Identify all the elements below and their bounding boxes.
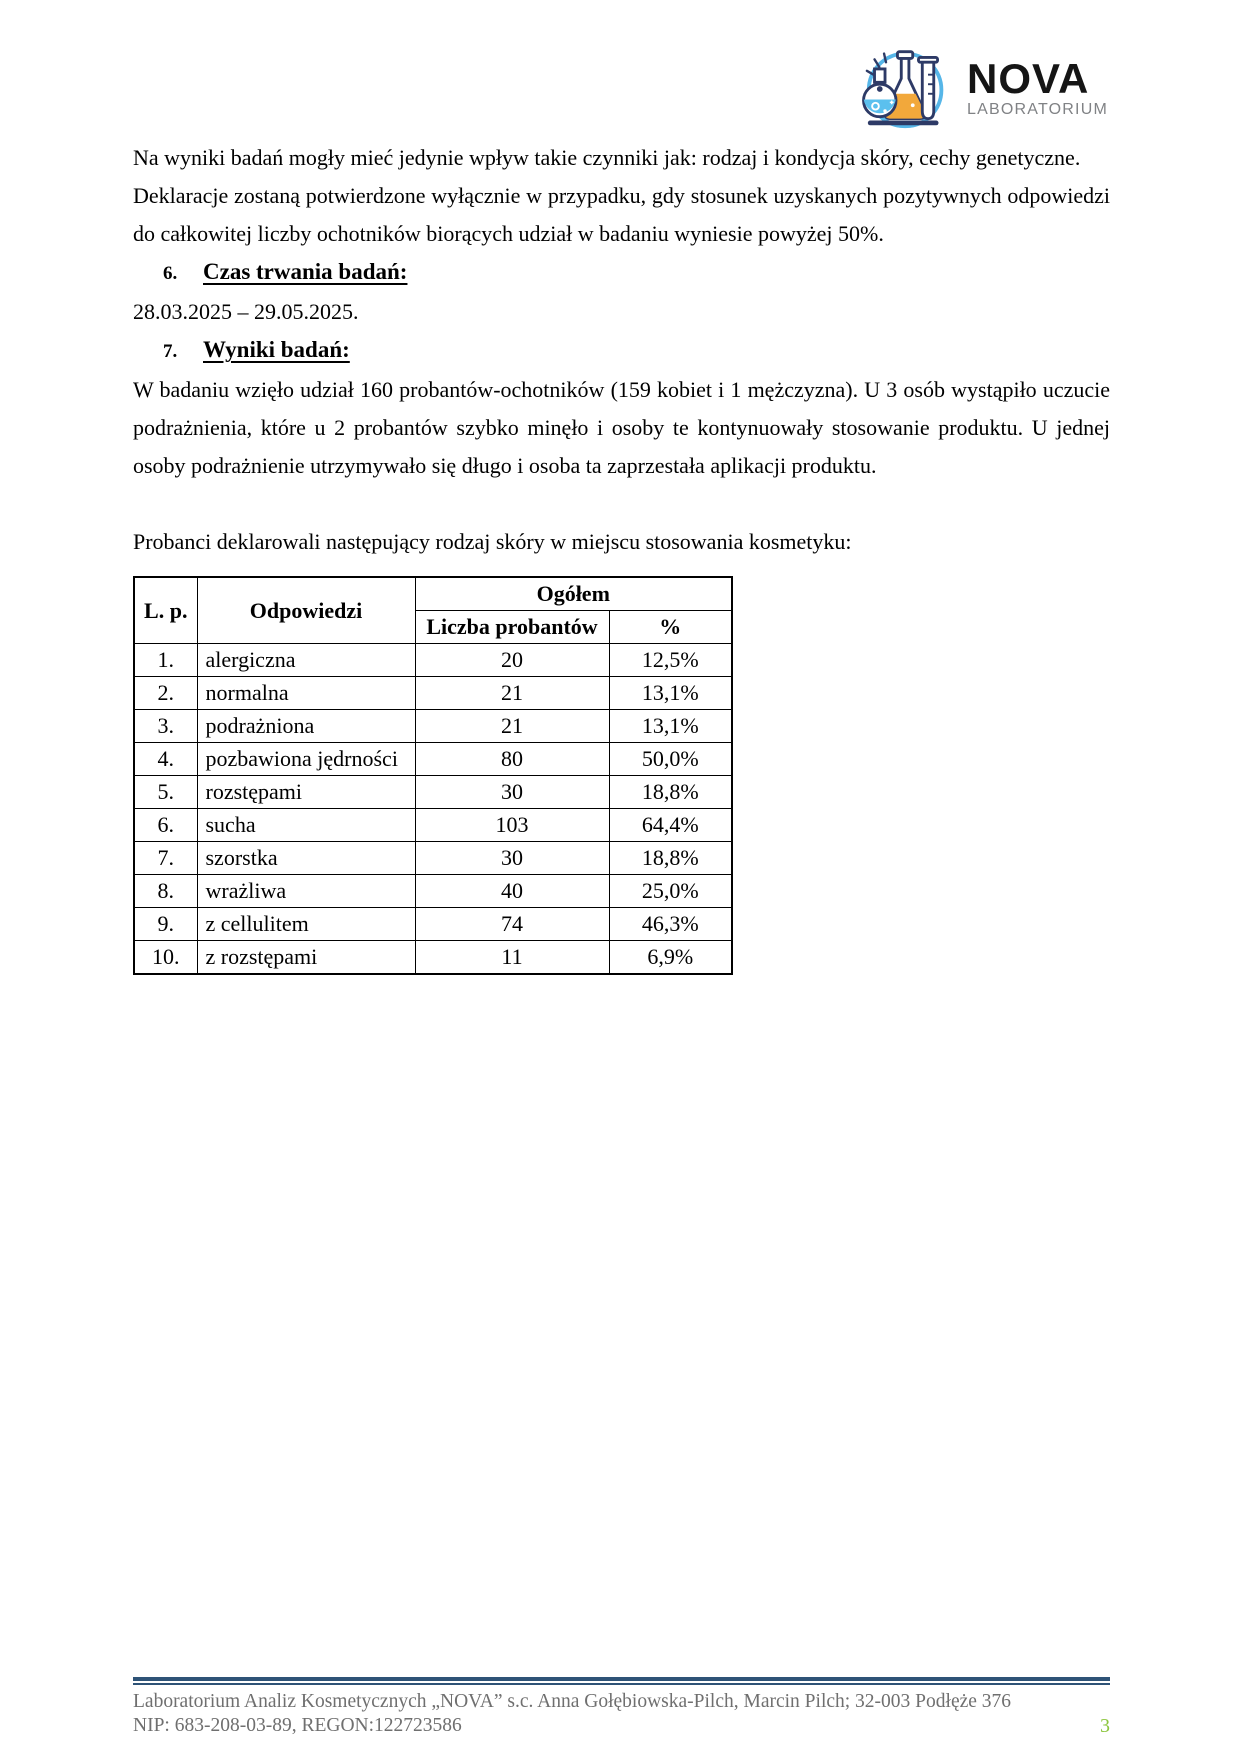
table-cell: 12,5% <box>608 643 733 677</box>
table-row: 10. z rozstępami 11 6,9% <box>133 940 733 975</box>
table-cell: 64,4% <box>608 808 733 842</box>
page-number: 3 <box>1100 1715 1110 1737</box>
paragraph-table-intro: Probanci deklarowali następujący rodzaj … <box>133 529 852 554</box>
table-cell: 20 <box>414 643 610 677</box>
table-cell: 103 <box>414 808 610 842</box>
skin-type-table-body: 1. alergiczna 20 12,5% 2. normalna 21 13,1% 3. po… <box>133 643 733 975</box>
document-content: Na wyniki badań mogły mieć jedynie wpływ… <box>133 139 1110 975</box>
paragraph-declarations: Deklaracje zostaną potwierdzone wyłączni… <box>133 183 1110 246</box>
table-cell: 3. <box>133 709 198 743</box>
skin-type-table: L. p. Odpowiedzi Ogółem Liczba probantów… <box>133 576 733 975</box>
section-title: Wyniki badań: <box>203 337 350 362</box>
logo-text: NOVA LABORATORIUM <box>967 55 1108 119</box>
table-header-percent: % <box>608 610 733 644</box>
table-cell: 21 <box>414 709 610 743</box>
table-cell: 5. <box>133 775 198 809</box>
table-cell: 10. <box>133 940 198 975</box>
table-cell: 6. <box>133 808 198 842</box>
section-title: Czas trwania badań: <box>203 259 408 284</box>
table-row: 5. rozstępami 30 18,8% <box>133 775 733 809</box>
table-header-liczba: Liczba probantów <box>414 610 610 644</box>
footer-line1: Laboratorium Analiz Kosmetycznych „NOVA”… <box>133 1691 1012 1712</box>
logo-name: NOVA <box>967 55 1090 102</box>
table-cell: wrażliwa <box>196 874 416 908</box>
table-cell: normalna <box>196 676 416 710</box>
section-number: 6. <box>163 263 178 284</box>
table-cell: 80 <box>414 742 610 776</box>
table-cell: z rozstępami <box>196 940 416 975</box>
table-row: 4. pozbawiona jędrności 80 50,0% <box>133 742 733 776</box>
table-cell: 40 <box>414 874 610 908</box>
table-cell: pozbawiona jędrności <box>196 742 416 776</box>
nova-logo: NOVA LABORATORIUM <box>857 46 1108 132</box>
table-cell: 8. <box>133 874 198 908</box>
table-row: 6. sucha 103 64,4% <box>133 808 733 842</box>
table-cell: szorstka <box>196 841 416 875</box>
table-cell: alergiczna <box>196 643 416 677</box>
table-cell: podrażniona <box>196 709 416 743</box>
table-cell: 21 <box>414 676 610 710</box>
table-header-lp: L. p. <box>133 576 198 644</box>
table-cell: 13,1% <box>608 676 733 710</box>
table-cell: 9. <box>133 907 198 941</box>
table-header-ogolem: Ogółem <box>414 576 733 611</box>
table-row: 9. z cellulitem 74 46,3% <box>133 907 733 941</box>
table-row: 3. podrażniona 21 13,1% <box>133 709 733 743</box>
table-cell: 7. <box>133 841 198 875</box>
table-cell: 4. <box>133 742 198 776</box>
footer-line2: NIP: 683-208-03-89, REGON:122723586 <box>133 1715 462 1736</box>
table-cell: 13,1% <box>608 709 733 743</box>
table-cell: 25,0% <box>608 874 733 908</box>
table-row: 1. alergiczna 20 12,5% <box>133 643 733 677</box>
table-cell: 18,8% <box>608 841 733 875</box>
table-cell: sucha <box>196 808 416 842</box>
table-cell: 18,8% <box>608 775 733 809</box>
table-cell: 2. <box>133 676 198 710</box>
table-cell: 46,3% <box>608 907 733 941</box>
logo-subtitle: LABORATORIUM <box>967 101 1108 118</box>
table-row: 2. normalna 21 13,1% <box>133 676 733 710</box>
table-cell: rozstępami <box>196 775 416 809</box>
table-row: 8. wrażliwa 40 25,0% <box>133 874 733 908</box>
paragraph-date-range: 28.03.2025 – 29.05.2025. <box>133 299 359 324</box>
table-cell: z cellulitem <box>196 907 416 941</box>
section-heading-7: 7. Wyniki badań: <box>133 331 1110 371</box>
paragraph-results: W badaniu wzięło udział 160 probantów-oc… <box>133 377 1110 478</box>
table-cell: 50,0% <box>608 742 733 776</box>
paragraph-factors: Na wyniki badań mogły mieć jedynie wpływ… <box>133 145 1081 170</box>
table-cell: 30 <box>414 775 610 809</box>
table-cell: 30 <box>414 841 610 875</box>
section-number: 7. <box>163 341 178 362</box>
table-header-row: L. p. Odpowiedzi Ogółem <box>133 576 733 644</box>
table-cell: 74 <box>414 907 610 941</box>
page-footer: Laboratorium Analiz Kosmetycznych „NOVA”… <box>133 1677 1110 1738</box>
footer-rule <box>133 1677 1110 1685</box>
table-row: 7. szorstka 30 18,8% <box>133 841 733 875</box>
table-header-odpowiedzi: Odpowiedzi <box>196 576 416 644</box>
section-heading-6: 6. Czas trwania badań: <box>133 253 1110 293</box>
table-cell: 1. <box>133 643 198 677</box>
lab-flasks-icon <box>862 50 944 129</box>
footer-company-info: Laboratorium Analiz Kosmetycznych „NOVA”… <box>133 1690 1011 1738</box>
table-cell: 6,9% <box>608 940 733 975</box>
table-cell: 11 <box>414 940 610 975</box>
